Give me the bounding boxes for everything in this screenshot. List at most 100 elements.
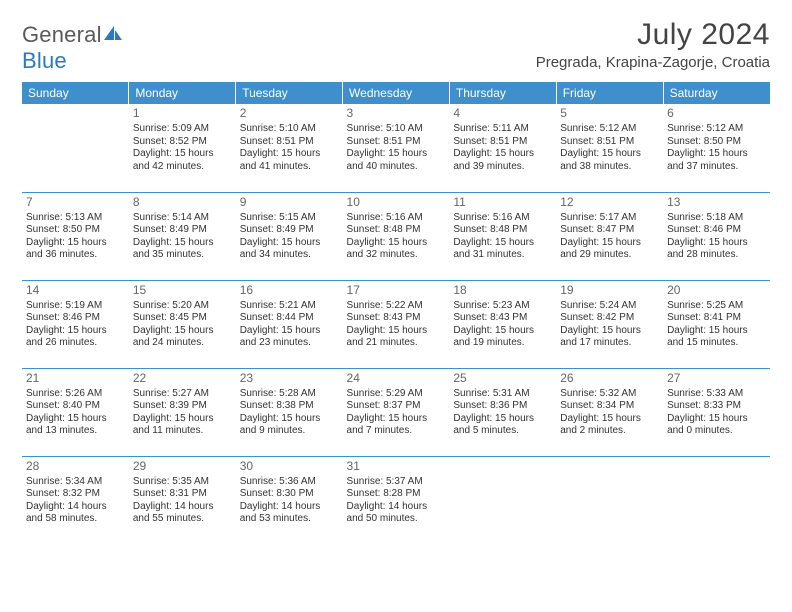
calendar-table: SundayMondayTuesdayWednesdayThursdayFrid…	[22, 82, 770, 544]
day-number: 14	[26, 283, 125, 298]
calendar-cell: 14Sunrise: 5:19 AMSunset: 8:46 PMDayligh…	[22, 280, 129, 368]
day-number: 17	[347, 283, 446, 298]
calendar-cell: 31Sunrise: 5:37 AMSunset: 8:28 PMDayligh…	[343, 456, 450, 544]
logo: GeneralBlue	[22, 18, 124, 74]
sunrise-text: Sunrise: 5:11 AM	[453, 123, 552, 136]
daylight-text: Daylight: 14 hours and 53 minutes.	[240, 501, 339, 526]
sunrise-text: Sunrise: 5:22 AM	[347, 300, 446, 313]
calendar-cell: 10Sunrise: 5:16 AMSunset: 8:48 PMDayligh…	[343, 192, 450, 280]
sunset-text: Sunset: 8:44 PM	[240, 312, 339, 325]
daylight-text: Daylight: 15 hours and 31 minutes.	[453, 237, 552, 262]
sunset-text: Sunset: 8:48 PM	[347, 224, 446, 237]
daylight-text: Daylight: 15 hours and 36 minutes.	[26, 237, 125, 262]
day-number: 18	[453, 283, 552, 298]
day-number: 26	[560, 371, 659, 386]
daylight-text: Daylight: 15 hours and 28 minutes.	[667, 237, 766, 262]
calendar-cell: 30Sunrise: 5:36 AMSunset: 8:30 PMDayligh…	[236, 456, 343, 544]
sunset-text: Sunset: 8:51 PM	[560, 136, 659, 149]
calendar-cell: 7 Sunrise: 5:13 AMSunset: 8:50 PMDaylight…	[22, 192, 129, 280]
sunrise-text: Sunrise: 5:29 AM	[347, 388, 446, 401]
sunset-text: Sunset: 8:37 PM	[347, 400, 446, 413]
daylight-text: Daylight: 15 hours and 38 minutes.	[560, 148, 659, 173]
daylight-text: Daylight: 15 hours and 42 minutes.	[133, 148, 232, 173]
sunset-text: Sunset: 8:28 PM	[347, 488, 446, 501]
calendar-week: 21Sunrise: 5:26 AMSunset: 8:40 PMDayligh…	[22, 368, 770, 456]
day-number: 9	[240, 195, 339, 210]
calendar-cell: 26 Sunrise: 5:32 AMSunset: 8:34 PMDayligh…	[556, 368, 663, 456]
daylight-text: Daylight: 15 hours and 19 minutes.	[453, 325, 552, 350]
day-header: Friday	[556, 82, 663, 104]
sunrise-text: Sunrise: 5:09 AM	[133, 123, 232, 136]
calendar-cell: 17Sunrise: 5:22 AMSunset: 8:43 PMDayligh…	[343, 280, 450, 368]
sunset-text: Sunset: 8:36 PM	[453, 400, 552, 413]
calendar-cell: 8 Sunrise: 5:14 AMSunset: 8:49 PMDaylight…	[129, 192, 236, 280]
daylight-text: Daylight: 15 hours and 17 minutes.	[560, 325, 659, 350]
sunset-text: Sunset: 8:46 PM	[667, 224, 766, 237]
header: GeneralBlue July 2024 Pregrada, Krapina-…	[22, 18, 770, 74]
day-number: 20	[667, 283, 766, 298]
daylight-text: Daylight: 15 hours and 35 minutes.	[133, 237, 232, 262]
day-number: 3	[347, 106, 446, 121]
calendar-cell: 6Sunrise: 5:12 AMSunset: 8:50 PMDaylight…	[663, 104, 770, 192]
day-header: Sunday	[22, 82, 129, 104]
calendar-cell: 11Sunrise: 5:16 AMSunset: 8:48 PMDayligh…	[449, 192, 556, 280]
sunset-text: Sunset: 8:34 PM	[560, 400, 659, 413]
sunset-text: Sunset: 8:46 PM	[26, 312, 125, 325]
calendar-cell: 28Sunrise: 5:34 AMSunset: 8:32 PMDayligh…	[22, 456, 129, 544]
day-number: 8	[133, 195, 232, 210]
sunrise-text: Sunrise: 5:18 AM	[667, 212, 766, 225]
sunset-text: Sunset: 8:52 PM	[133, 136, 232, 149]
sunrise-text: Sunrise: 5:16 AM	[347, 212, 446, 225]
sunset-text: Sunset: 8:30 PM	[240, 488, 339, 501]
daylight-text: Daylight: 14 hours and 55 minutes.	[133, 501, 232, 526]
sunset-text: Sunset: 8:49 PM	[133, 224, 232, 237]
daylight-text: Daylight: 15 hours and 7 minutes.	[347, 413, 446, 438]
daylight-text: Daylight: 15 hours and 15 minutes.	[667, 325, 766, 350]
day-header: Thursday	[449, 82, 556, 104]
day-number: 6	[667, 106, 766, 121]
day-header: Tuesday	[236, 82, 343, 104]
calendar-cell: 21Sunrise: 5:26 AMSunset: 8:40 PMDayligh…	[22, 368, 129, 456]
daylight-text: Daylight: 15 hours and 2 minutes.	[560, 413, 659, 438]
calendar-cell	[556, 456, 663, 544]
sunrise-text: Sunrise: 5:32 AM	[560, 388, 659, 401]
day-number: 13	[667, 195, 766, 210]
sunset-text: Sunset: 8:51 PM	[453, 136, 552, 149]
calendar-cell: 13 Sunrise: 5:18 AMSunset: 8:46 PMDayligh…	[663, 192, 770, 280]
calendar-cell: 9Sunrise: 5:15 AMSunset: 8:49 PMDaylight…	[236, 192, 343, 280]
daylight-text: Daylight: 15 hours and 39 minutes.	[453, 148, 552, 173]
sunrise-text: Sunrise: 5:14 AM	[133, 212, 232, 225]
page-title: July 2024	[536, 18, 770, 52]
sunrise-text: Sunrise: 5:31 AM	[453, 388, 552, 401]
sunrise-text: Sunrise: 5:21 AM	[240, 300, 339, 313]
day-number: 7	[26, 195, 125, 210]
day-header: Wednesday	[343, 82, 450, 104]
day-header-row: SundayMondayTuesdayWednesdayThursdayFrid…	[22, 82, 770, 104]
calendar-cell: 18Sunrise: 5:23 AMSunset: 8:43 PMDayligh…	[449, 280, 556, 368]
day-number: 22	[133, 371, 232, 386]
sunrise-text: Sunrise: 5:25 AM	[667, 300, 766, 313]
sunrise-text: Sunrise: 5:13 AM	[26, 212, 125, 225]
daylight-text: Daylight: 15 hours and 37 minutes.	[667, 148, 766, 173]
calendar-week: 1Sunrise: 5:09 AMSunset: 8:52 PMDaylight…	[22, 104, 770, 192]
sunset-text: Sunset: 8:48 PM	[453, 224, 552, 237]
daylight-text: Daylight: 15 hours and 23 minutes.	[240, 325, 339, 350]
day-number: 21	[26, 371, 125, 386]
sunrise-text: Sunrise: 5:16 AM	[453, 212, 552, 225]
calendar-body: 1Sunrise: 5:09 AMSunset: 8:52 PMDaylight…	[22, 104, 770, 544]
calendar-cell	[449, 456, 556, 544]
daylight-text: Daylight: 15 hours and 24 minutes.	[133, 325, 232, 350]
calendar-cell: 3Sunrise: 5:10 AMSunset: 8:51 PMDaylight…	[343, 104, 450, 192]
day-number: 1	[133, 106, 232, 121]
daylight-text: Daylight: 15 hours and 29 minutes.	[560, 237, 659, 262]
logo-text: GeneralBlue	[22, 22, 124, 74]
sunset-text: Sunset: 8:33 PM	[667, 400, 766, 413]
sunrise-text: Sunrise: 5:28 AM	[240, 388, 339, 401]
calendar-cell: 20Sunrise: 5:25 AMSunset: 8:41 PMDayligh…	[663, 280, 770, 368]
daylight-text: Daylight: 15 hours and 5 minutes.	[453, 413, 552, 438]
sunrise-text: Sunrise: 5:35 AM	[133, 476, 232, 489]
sunset-text: Sunset: 8:50 PM	[26, 224, 125, 237]
sunrise-text: Sunrise: 5:20 AM	[133, 300, 232, 313]
calendar-cell: 1 Sunrise: 5:09 AMSunset: 8:52 PMDaylight…	[129, 104, 236, 192]
location-text: Pregrada, Krapina-Zagorje, Croatia	[536, 54, 770, 71]
